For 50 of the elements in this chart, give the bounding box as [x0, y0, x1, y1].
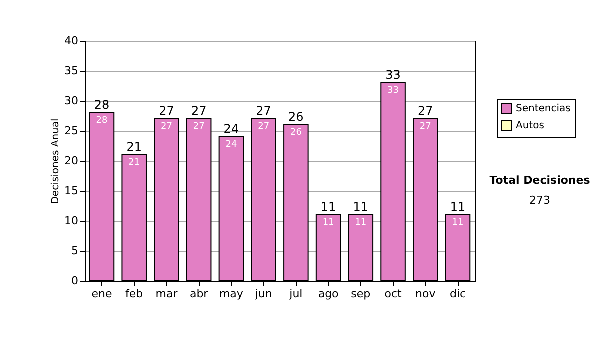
- y-tick-label: 15: [64, 184, 78, 198]
- y-tick-label: 10: [64, 214, 78, 228]
- data-label: 28: [96, 116, 108, 126]
- y-tick-label: 40: [64, 34, 78, 48]
- total-label: 11: [353, 200, 369, 214]
- total-label: 26: [288, 110, 304, 124]
- x-tick-label: jul: [288, 288, 303, 300]
- y-tick-label: 0: [72, 274, 78, 288]
- total-label: 28: [94, 98, 110, 112]
- text: 273: [530, 194, 550, 207]
- data-label: 24: [226, 140, 238, 150]
- x-tick-label: may: [219, 288, 244, 300]
- data-label: 33: [388, 86, 400, 96]
- x-tick-label: abr: [190, 288, 209, 300]
- x-tick-label: dic: [450, 288, 466, 300]
- total-label: 27: [256, 104, 272, 118]
- x-tick-label: jun: [254, 288, 272, 300]
- data-label: 26: [290, 128, 302, 138]
- total-label: 27: [191, 104, 207, 118]
- total-label: 11: [450, 200, 466, 214]
- data-label: 21: [128, 158, 140, 168]
- total-label: 21: [126, 140, 142, 154]
- data-label: 27: [420, 122, 432, 132]
- data-label: 27: [160, 122, 172, 132]
- y-tick-label: 25: [64, 124, 78, 138]
- data-label: 11: [322, 218, 334, 228]
- y-tick-label: 5: [72, 244, 78, 258]
- x-tick-label: feb: [126, 288, 144, 300]
- data-label: 11: [452, 218, 464, 228]
- total-label: 11: [320, 200, 336, 214]
- legend-label: Sentencias: [516, 104, 571, 114]
- data-label: 27: [258, 122, 270, 132]
- y-tick-label: 35: [64, 64, 78, 78]
- y-tick-label: 30: [64, 94, 78, 108]
- total-label: 27: [159, 104, 174, 118]
- text: Total Decisiones: [490, 174, 591, 187]
- y-axis-title: Decisiones Anual: [50, 118, 62, 204]
- total-label: 33: [386, 68, 401, 82]
- y-tick-label: 20: [64, 154, 78, 168]
- data-label: 11: [355, 218, 367, 228]
- x-tick-label: ene: [92, 288, 112, 300]
- x-tick-label: sep: [351, 288, 371, 300]
- x-tick-label: ago: [318, 288, 340, 300]
- x-tick-label: mar: [156, 288, 178, 300]
- total-label: 27: [418, 104, 434, 118]
- x-tick-label: oct: [384, 288, 403, 300]
- total-label: 24: [224, 122, 240, 136]
- legend-label: Autos: [516, 120, 544, 132]
- x-tick-label: nov: [416, 288, 436, 300]
- data-label: 27: [193, 122, 205, 132]
